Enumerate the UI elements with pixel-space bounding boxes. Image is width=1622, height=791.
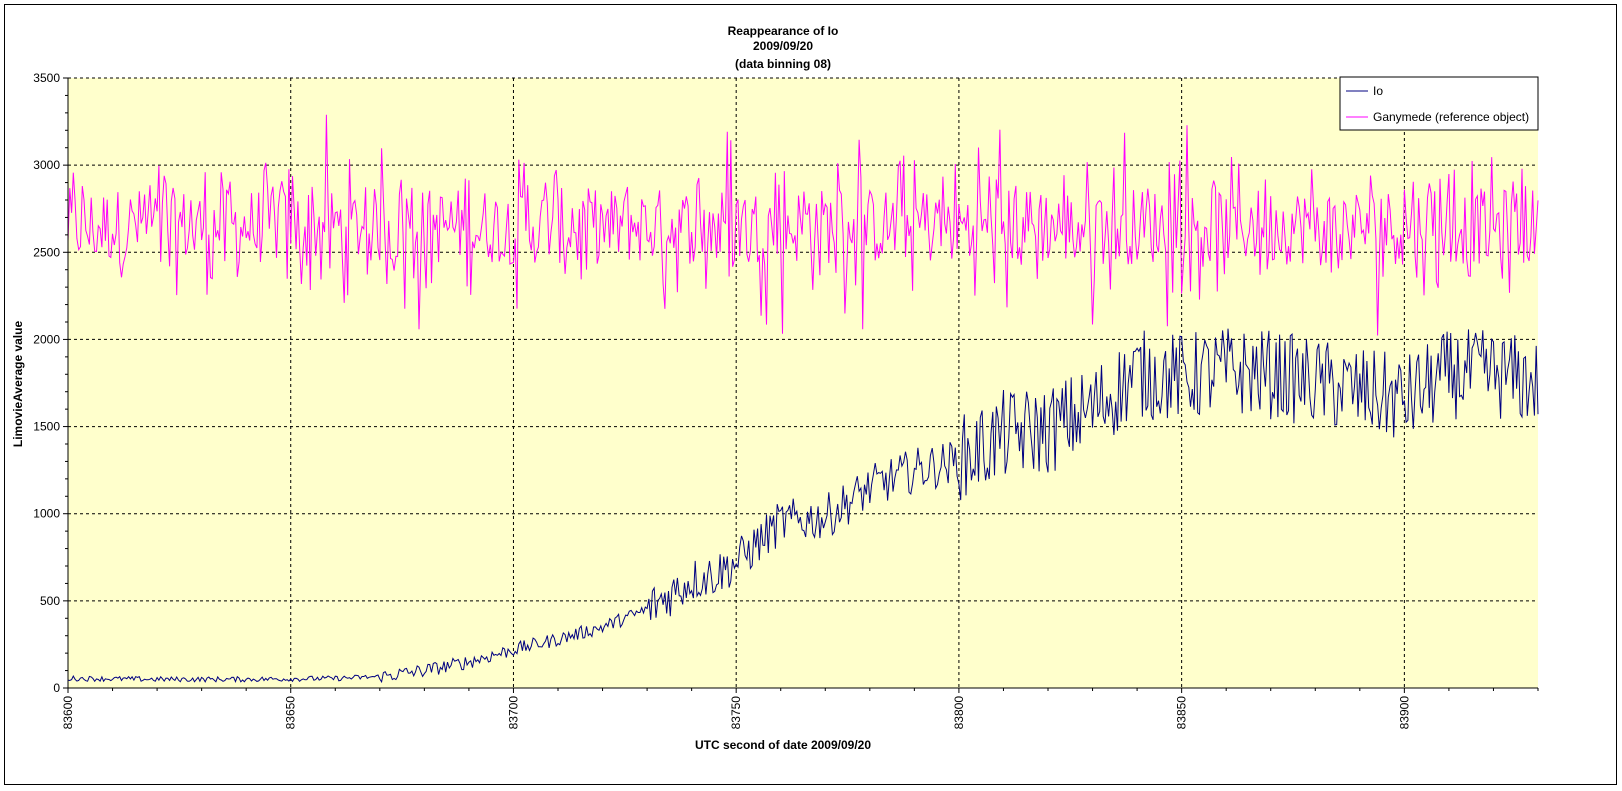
- tick-labels: 0 500 1000 1500 2000 2500 3000 3500 83600 83650 83…: [33, 71, 1411, 729]
- x-tick-label: 83600: [61, 696, 75, 730]
- x-tick-label: 83900: [1397, 696, 1411, 730]
- series-line-ganymede: [67, 114, 1539, 336]
- legend: Io Ganymede (reference object): [1339, 76, 1539, 131]
- x-tick-label: 83850: [1175, 696, 1189, 730]
- y-tick-label: 0: [53, 681, 60, 695]
- y-tick-label: 3500: [33, 71, 60, 85]
- x-tick-label: 83650: [284, 696, 298, 730]
- y-tick-label: 2000: [33, 332, 60, 346]
- legend-label-io: Io: [1373, 84, 1383, 98]
- x-tick-label: 83750: [729, 696, 743, 730]
- y-tick-label: 1000: [33, 507, 60, 521]
- chart-title-line-2: 2009/09/20: [753, 39, 813, 53]
- series-line-io: [67, 328, 1539, 684]
- chart-title-line-1: Reappearance of Io: [728, 24, 839, 38]
- chart-title-line-3: (data binning 08): [735, 57, 831, 71]
- x-tick-label: 83700: [506, 696, 520, 730]
- y-tick-label: 3000: [33, 158, 60, 172]
- y-axis-label: LimovieAverage value: [11, 321, 25, 448]
- x-tick-label: 83800: [952, 696, 966, 730]
- legend-label-ganymede: Ganymede (reference object): [1373, 110, 1529, 124]
- axes: [63, 77, 1539, 693]
- legend-box: [1339, 76, 1539, 131]
- y-tick-label: 2500: [33, 245, 60, 259]
- gridlines: [68, 77, 1538, 688]
- y-tick-label: 1500: [33, 420, 60, 434]
- y-tick-label: 500: [40, 594, 60, 608]
- x-axis-label: UTC second of date 2009/09/20: [695, 738, 871, 752]
- series-lines: [67, 114, 1539, 684]
